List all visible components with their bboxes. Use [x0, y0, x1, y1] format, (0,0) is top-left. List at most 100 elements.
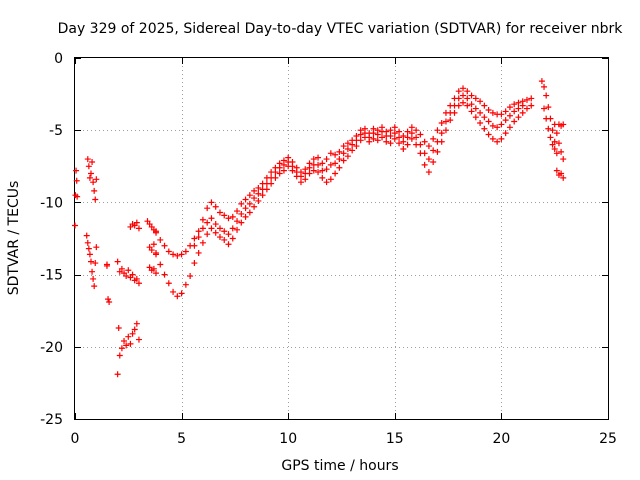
data-point [485, 118, 492, 125]
data-point [135, 280, 142, 287]
data-point [182, 248, 189, 255]
data-point [238, 219, 245, 226]
data-point [460, 85, 467, 92]
data-point [545, 104, 552, 111]
series-segment-9 [146, 241, 160, 256]
data-point [387, 127, 394, 134]
data-point [327, 176, 334, 183]
data-point [523, 96, 530, 103]
data-point [502, 117, 509, 124]
data-point [340, 157, 347, 164]
data-point [125, 267, 132, 274]
data-point [558, 148, 565, 155]
x-tick-label: 15 [386, 431, 404, 447]
data-point [481, 114, 488, 121]
data-point [464, 88, 471, 95]
data-point [538, 78, 545, 85]
data-point [498, 121, 505, 128]
data-point [86, 174, 93, 181]
data-point [133, 275, 140, 282]
data-point [161, 271, 168, 278]
y-tick-labels: 0 -5 -10 -15 -20 -25 [40, 51, 63, 428]
data-point [204, 219, 211, 226]
data-point [430, 147, 437, 154]
data-point [511, 118, 518, 125]
x-tick-label: 0 [71, 431, 80, 447]
data-point [553, 130, 560, 137]
series-segment-8 [144, 218, 160, 236]
data-point [336, 148, 343, 155]
data-point [340, 143, 347, 150]
data-point [383, 138, 390, 145]
data-point [234, 226, 241, 233]
series-segment-1 [72, 167, 81, 229]
data-point [515, 99, 522, 106]
data-point [208, 199, 215, 206]
data-point [123, 342, 130, 349]
data-point [297, 173, 304, 180]
data-point [229, 225, 236, 232]
data-point [191, 242, 198, 249]
data-point [361, 130, 368, 137]
data-point [425, 156, 432, 163]
data-point [174, 293, 181, 300]
data-point [280, 167, 287, 174]
data-point [93, 244, 100, 251]
data-point [315, 154, 322, 161]
data-point [91, 187, 98, 194]
chart-title: Day 329 of 2025, Sidereal Day-to-day VTE… [58, 21, 624, 37]
data-point [323, 166, 330, 173]
data-point [319, 160, 326, 167]
grid-lines [75, 58, 608, 419]
y-tick-label: -25 [40, 412, 63, 428]
data-point [238, 210, 245, 217]
data-point [489, 109, 496, 116]
data-point [344, 153, 351, 160]
data-point [263, 180, 270, 187]
series-segment-end-2 [541, 105, 560, 157]
data-point [506, 104, 513, 111]
data-point [114, 258, 121, 265]
data-point [115, 325, 122, 332]
data-point [93, 176, 100, 183]
data-point [408, 130, 415, 137]
data-point [89, 158, 96, 165]
data-point [451, 102, 458, 109]
data-point [229, 235, 236, 242]
data-point [502, 130, 509, 137]
series-segment-end-5 [555, 121, 567, 129]
y-tick-label: -15 [40, 268, 63, 284]
data-point [268, 174, 275, 181]
data-point [519, 102, 526, 109]
data-point [246, 200, 253, 207]
data-point [396, 134, 403, 141]
data-point [323, 156, 330, 163]
data-point [489, 122, 496, 129]
data-point [379, 134, 386, 141]
series-segment-5 [114, 320, 142, 378]
data-point [272, 169, 279, 176]
data-point [353, 137, 360, 144]
data-point [553, 167, 560, 174]
data-point [485, 131, 492, 138]
data-point [280, 161, 287, 168]
data-point [549, 141, 556, 148]
data-point [477, 119, 484, 126]
plot-frame [74, 57, 609, 420]
data-point [391, 124, 398, 131]
data-point [187, 273, 194, 280]
data-point [238, 200, 245, 207]
data-point [494, 138, 501, 145]
x-tick-labels: 0 5 10 15 20 25 [71, 431, 617, 447]
data-point [74, 193, 81, 200]
data-point [315, 161, 322, 168]
data-points [72, 78, 567, 378]
data-point [195, 228, 202, 235]
data-point [477, 98, 484, 105]
data-point [464, 95, 471, 102]
data-point [430, 135, 437, 142]
data-point [332, 151, 339, 158]
data-point [216, 234, 223, 241]
series-segment-10 [146, 264, 160, 277]
data-point [85, 245, 92, 252]
